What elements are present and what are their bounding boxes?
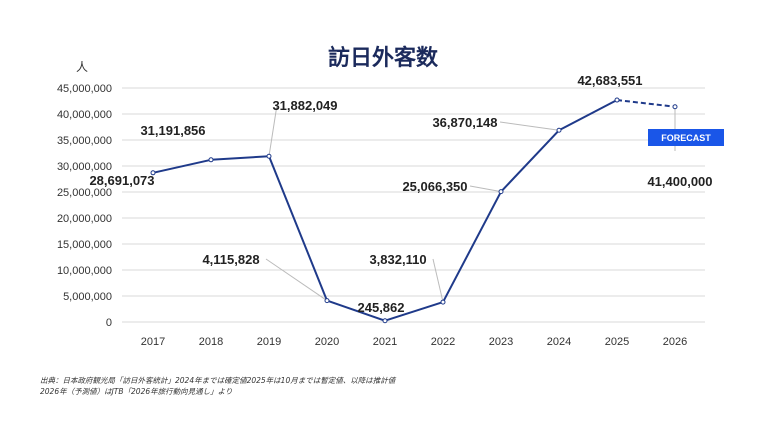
data-label: 25,066,350 [402, 179, 467, 194]
line-segment [442, 191, 502, 303]
source-note: 出典：日本政府観光局「訪日外客統計」2024年までは確定値2025年は10月まで… [40, 375, 395, 397]
source-line-2: 2026年（予測値）はJTB「2026年旅行動向見通し」より [40, 387, 233, 396]
x-tick-label: 2020 [315, 336, 339, 348]
y-tick-label: 35,000,000 [57, 135, 112, 147]
line-segment [152, 158, 212, 174]
line-segment [326, 299, 386, 322]
y-tick-label: 30,000,000 [57, 161, 112, 173]
y-tick-label: 5,000,000 [63, 291, 112, 303]
line-segment [210, 155, 270, 161]
data-point [556, 127, 562, 133]
line-segment [384, 301, 444, 322]
data-label: 42,683,551 [577, 73, 642, 88]
data-label: 28,691,073 [89, 173, 154, 188]
x-tick-label: 2018 [199, 336, 223, 348]
forecast-segment [616, 99, 676, 108]
y-tick-label: 15,000,000 [57, 239, 112, 251]
data-label: 31,882,049 [272, 98, 337, 113]
x-tick-label: 2025 [605, 336, 629, 348]
data-point [440, 299, 446, 305]
data-point [266, 153, 272, 159]
data-point [208, 157, 214, 163]
x-tick-label: 2022 [431, 336, 455, 348]
x-tick-label: 2017 [141, 336, 165, 348]
x-tick-label: 2021 [373, 336, 397, 348]
y-tick-label: 25,000,000 [57, 187, 112, 199]
x-tick-label: 2019 [257, 336, 281, 348]
forecast-badge [648, 129, 724, 146]
leader-line [265, 258, 328, 302]
x-tick-label: 2023 [489, 336, 513, 348]
data-point [150, 170, 156, 176]
leader-line [469, 185, 502, 193]
forecast-badge-label: FORECAST [661, 133, 711, 143]
y-tick-label: 45,000,000 [57, 83, 112, 95]
data-point [382, 318, 388, 324]
leader-line [268, 104, 278, 157]
leader-line [499, 121, 560, 131]
data-point [614, 97, 620, 103]
x-tick-label: 2024 [547, 336, 571, 348]
y-tick-label: 20,000,000 [57, 213, 112, 225]
data-label: 4,115,828 [202, 252, 259, 267]
source-line-1: 出典：日本政府観光局「訪日外客統計」2024年までは確定値2025年は10月まで… [40, 376, 396, 385]
line-segment [500, 129, 560, 193]
line-segment [558, 99, 618, 132]
data-label: 36,870,148 [432, 115, 497, 130]
y-tick-label: 10,000,000 [57, 265, 112, 277]
data-point [324, 298, 330, 304]
y-tick-label: 0 [106, 317, 112, 329]
data-label: 3,832,110 [369, 252, 426, 267]
y-axis-unit: 人 [76, 60, 89, 74]
leader-line [432, 258, 444, 303]
data-label: 31,191,856 [140, 123, 205, 138]
y-tick-label: 40,000,000 [57, 109, 112, 121]
line-segment [268, 155, 328, 301]
x-tick-label: 2026 [663, 336, 687, 348]
data-label: 245,862 [358, 300, 405, 315]
data-point [672, 104, 678, 110]
data-label: 41,400,000 [647, 174, 712, 189]
chart-title: 訪日外客数 [327, 46, 438, 71]
data-point [498, 189, 504, 195]
